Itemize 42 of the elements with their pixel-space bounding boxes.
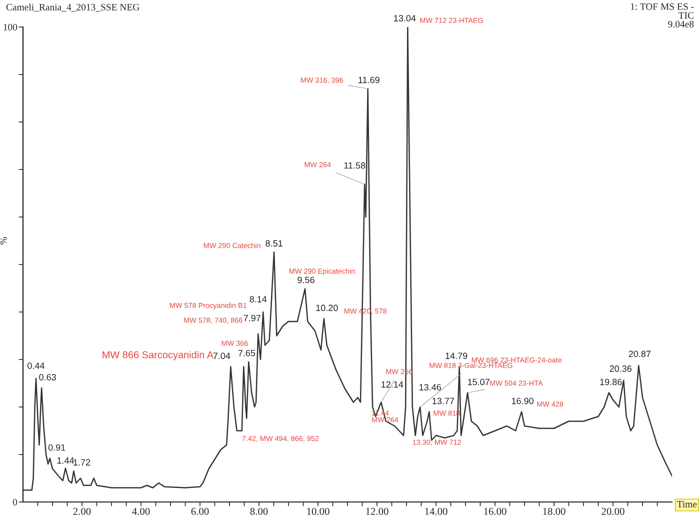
annotation: 14.79 bbox=[446, 352, 468, 360]
x-tick-label: 2.00 bbox=[73, 508, 91, 515]
annotation: 12.14 bbox=[382, 381, 404, 388]
annotation: 0.63 bbox=[39, 374, 56, 380]
x-tick-label: 4.00 bbox=[132, 508, 150, 515]
annotation: 13.77 bbox=[432, 398, 454, 404]
annotation: 0.91 bbox=[48, 444, 66, 451]
annotation: 19.86 bbox=[600, 378, 622, 386]
annotation: 1.44 bbox=[57, 457, 74, 464]
x-axis-title: Time bbox=[677, 500, 697, 508]
annotation: 1.72 bbox=[74, 459, 90, 466]
annotation: 11.69 bbox=[358, 76, 380, 84]
annotation: 8.51 bbox=[266, 240, 282, 247]
annotation: 8.14 bbox=[250, 296, 267, 302]
annotation: 7.65 bbox=[238, 350, 256, 356]
x-tick-label: 18.00 bbox=[543, 508, 566, 515]
annotation: 9.56 bbox=[298, 276, 314, 284]
annotation: 20.36 bbox=[610, 365, 632, 372]
annotation: 16.90 bbox=[512, 398, 534, 404]
annotation: 1: TOF MS ES - TIC 9.04e8 bbox=[630, 3, 694, 28]
annotation: 7.97 bbox=[244, 314, 260, 322]
x-tick-label: 10.00 bbox=[307, 508, 330, 515]
y-axis-title: % bbox=[0, 237, 7, 244]
annotation: 13.04 bbox=[394, 15, 416, 22]
x-tick-label: 20.00 bbox=[602, 508, 624, 515]
annotation: 20.87 bbox=[628, 350, 651, 358]
x-tick-label: 12.00 bbox=[366, 508, 388, 515]
annotation: 0.44 bbox=[28, 362, 44, 369]
x-tick-label: 6.00 bbox=[191, 508, 209, 515]
line-series bbox=[23, 27, 672, 491]
annotation: 13.46 bbox=[419, 384, 441, 390]
annotation: MW 866 Sarcocyanidin A bbox=[102, 350, 214, 360]
y-tick-label: 100 bbox=[4, 24, 18, 30]
x-tick-label: 8.00 bbox=[250, 508, 268, 515]
annotation: 11.58 bbox=[344, 162, 366, 169]
y-tick-label: 0 bbox=[12, 498, 18, 506]
chart-title: Cameli_Rania_4_2013_SSE NEG bbox=[6, 4, 140, 12]
annotation: 15.07 bbox=[468, 378, 490, 386]
annotation: 10.20 bbox=[316, 304, 338, 312]
x-tick-label: 16.00 bbox=[484, 508, 506, 515]
annotation: 7.04 bbox=[213, 352, 230, 360]
x-tick-label: 14.00 bbox=[425, 508, 448, 515]
